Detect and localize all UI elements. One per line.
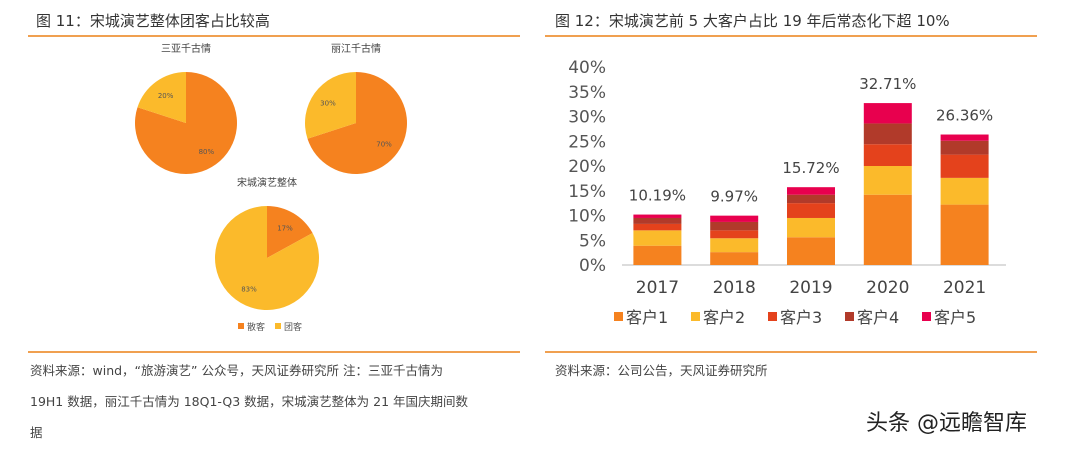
- pie-slice: [215, 206, 319, 310]
- right-source-note: 资料来源：公司公告，天风证券研究所: [555, 363, 768, 378]
- bar-segment: [633, 245, 682, 265]
- bar-segment: [787, 194, 835, 204]
- pie-slice: [307, 72, 407, 174]
- y-tick-label: 0%: [579, 256, 606, 276]
- x-tick-label: 2019: [789, 278, 832, 298]
- y-tick-label: 40%: [568, 58, 606, 78]
- bar-segment: [633, 217, 682, 224]
- bar-segment: [940, 204, 989, 265]
- legend-swatch: [922, 312, 931, 321]
- bar-segment: [787, 187, 835, 195]
- bar-segment: [633, 214, 682, 218]
- legend-label: 客户2: [703, 308, 745, 327]
- total-label: 15.72%: [782, 159, 839, 177]
- legend-swatch: [845, 312, 854, 321]
- pie-slice-label: 83%: [241, 285, 257, 293]
- y-tick-label: 10%: [568, 207, 606, 227]
- bar-segment: [863, 166, 912, 195]
- pie-slice: [137, 72, 186, 123]
- source-line: 资料来源：wind，“旅游演艺” 公众号，天风证券研究所 注：三亚千古情为: [30, 363, 443, 378]
- pie-title: 三亚千古情: [161, 42, 211, 55]
- left-panel-title: 图 11：宋城演艺整体团客占比较高: [36, 12, 270, 30]
- legend-label: 散客: [247, 321, 265, 333]
- pie-slice: [305, 72, 356, 139]
- bar-segment: [787, 237, 835, 265]
- left-source-note: 资料来源：wind，“旅游演艺” 公众号，天风证券研究所 注：三亚千古情为 19…: [30, 355, 468, 448]
- left-title-rule: [28, 35, 520, 37]
- bar-segment: [863, 123, 912, 145]
- legend-swatch: [614, 312, 623, 321]
- pie-slice: [135, 72, 238, 174]
- bar-segment: [863, 144, 912, 166]
- bar-segment: [710, 238, 759, 253]
- pie-slice-label: 17%: [277, 225, 293, 233]
- pie-slice-label: 70%: [376, 140, 392, 148]
- pie-title: 丽江千古情: [331, 42, 381, 55]
- y-tick-label: 25%: [568, 132, 606, 152]
- bar-segment: [940, 177, 989, 205]
- y-tick-label: 30%: [568, 108, 606, 128]
- right-panel-title: 图 12：宋城演艺前 5 大客户占比 19 年后常态化下超 10%: [555, 12, 950, 30]
- legend-swatch: [238, 323, 244, 329]
- bar-segment: [940, 134, 989, 141]
- legend-label: 客户1: [626, 308, 668, 327]
- legend-label: 客户4: [857, 308, 899, 327]
- legend-swatch: [275, 323, 281, 329]
- stacked-bar-chart: 0% 5% 10% 15% 20% 25% 30% 35% 40% 10.19% 2017 9.97%…: [568, 58, 1006, 327]
- x-tick-label: 2021: [943, 278, 986, 298]
- total-label: 32.71%: [859, 75, 916, 93]
- bar-segment: [940, 140, 989, 155]
- left-source-rule: [28, 351, 520, 353]
- x-tick-label: 2020: [866, 278, 909, 298]
- bar-segment: [710, 215, 759, 222]
- y-tick-label: 15%: [568, 182, 606, 202]
- legend-label: 团客: [284, 321, 302, 333]
- pie-slice-label: 30%: [320, 100, 336, 108]
- legend-label: 客户5: [934, 308, 976, 327]
- y-tick-label: 5%: [579, 231, 606, 251]
- x-tick-label: 2017: [636, 278, 679, 298]
- source-line: 据: [30, 425, 43, 440]
- pie-charts: 三亚千古情 80% 20% 丽江千古情 70% 30% 宋城演艺整体 17% 83% 散客 团客: [135, 42, 407, 333]
- bar-segment: [710, 252, 759, 265]
- bar-segment: [863, 103, 912, 124]
- legend-label: 客户3: [780, 308, 822, 327]
- bar-segment: [633, 223, 682, 231]
- legend-swatch: [691, 312, 700, 321]
- pie-slice-label: 80%: [199, 148, 215, 156]
- legend-swatch: [768, 312, 777, 321]
- right-source-rule: [545, 351, 1037, 353]
- right-title-rule: [545, 35, 1037, 37]
- bar-segment: [710, 230, 759, 239]
- pie-slice: [267, 206, 313, 258]
- pie-slice-label: 20%: [158, 92, 174, 100]
- bar-segment: [787, 203, 835, 218]
- y-tick-label: 35%: [568, 83, 606, 103]
- total-label: 26.36%: [936, 107, 993, 125]
- bar-segment: [863, 194, 912, 265]
- total-label: 10.19%: [629, 187, 686, 205]
- source-line: 19H1 数据，丽江千古情为 18Q1-Q3 数据，宋城演艺整体为 21 年国庆…: [30, 394, 468, 409]
- x-tick-label: 2018: [713, 278, 756, 298]
- bar-segment: [710, 221, 759, 231]
- watermark: 头条 @远瞻智库: [866, 411, 1027, 436]
- total-label: 9.97%: [710, 188, 758, 206]
- bar-segment: [787, 217, 835, 238]
- bar-segment: [940, 154, 989, 178]
- pie-title: 宋城演艺整体: [237, 176, 297, 189]
- bar-segment: [633, 230, 682, 246]
- y-tick-label: 20%: [568, 157, 606, 177]
